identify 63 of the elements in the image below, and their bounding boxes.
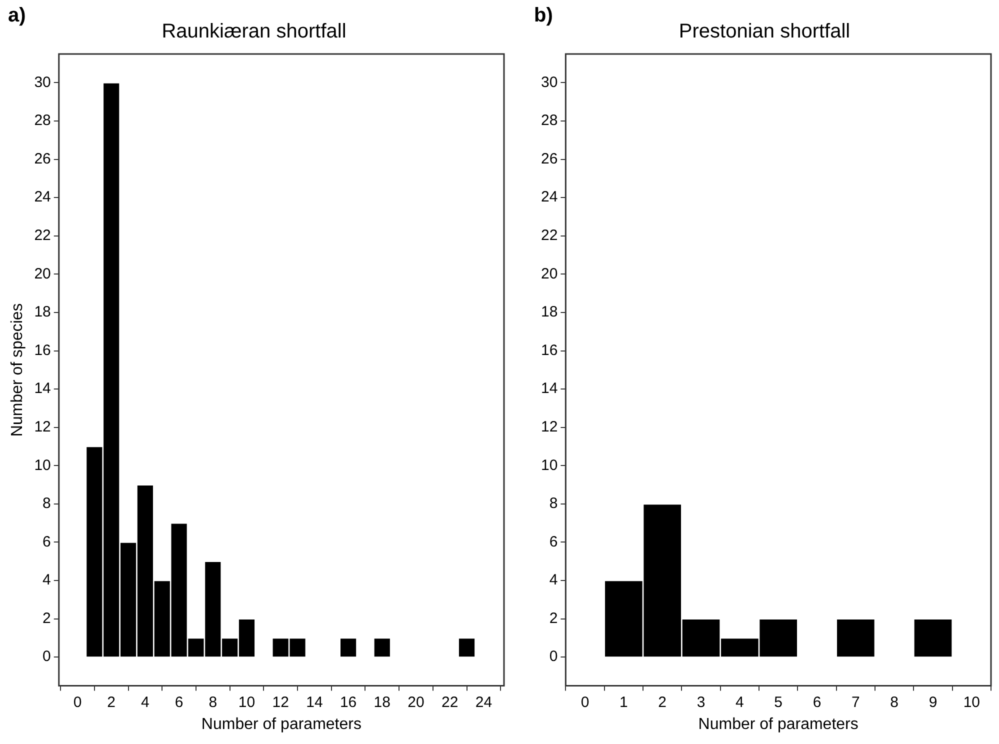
y-tick-label: 22 <box>34 227 51 244</box>
y-tick-label: 14 <box>34 380 51 398</box>
y-tick-label: 6 <box>549 533 558 550</box>
y-tick-label: 22 <box>540 227 558 244</box>
y-tick-label: 30 <box>34 74 51 91</box>
x-tick-label: 10 <box>238 694 256 711</box>
y-tick-label: 4 <box>42 572 51 589</box>
y-tick-label: 18 <box>540 304 558 321</box>
x-tick-label: 5 <box>774 694 783 711</box>
x-axis-title: Number of parameters <box>698 716 858 733</box>
y-tick-label: 20 <box>34 265 51 282</box>
x-tick-label: 7 <box>852 694 860 711</box>
chart-title: Prestonian shortfall <box>678 20 850 43</box>
y-tick-label: 16 <box>540 342 558 359</box>
x-tick-label: 24 <box>475 694 492 711</box>
x-tick-label: 22 <box>442 694 458 711</box>
y-tick-label: 12 <box>540 418 558 436</box>
text: b) <box>534 4 553 27</box>
y-tick-label: 10 <box>34 456 51 474</box>
y-tick-label: 18 <box>34 304 51 321</box>
x-tick-label: 6 <box>812 694 822 711</box>
x-tick-label: 10 <box>963 694 980 711</box>
y-tick-label: 24 <box>34 188 51 206</box>
y-tick-label: 20 <box>540 265 558 282</box>
y-tick-label: 8 <box>42 495 51 512</box>
x-tick-label: 18 <box>374 694 390 711</box>
y-tick-label: 16 <box>34 342 51 359</box>
y-axis-title: Number of species <box>9 303 26 437</box>
y-tick-label: 28 <box>34 112 51 130</box>
x-tick-label: 0 <box>580 694 590 711</box>
x-tick-label: 4 <box>736 694 744 711</box>
x-tick-label: 1 <box>620 694 628 711</box>
y-tick-label: 0 <box>549 648 558 666</box>
x-tick-label: 8 <box>890 694 899 711</box>
x-tick-label: 0 <box>73 694 82 711</box>
x-tick-label: 16 <box>340 694 357 711</box>
y-tick-label: 30 <box>540 74 558 91</box>
x-tick-label: 8 <box>208 694 218 711</box>
chart-title: Raunkiæran shortfall <box>162 20 346 43</box>
x-tick-label: 4 <box>141 694 150 711</box>
x-tick-label: 12 <box>272 694 289 711</box>
y-tick-label: 26 <box>34 150 51 168</box>
y-tick-label: 2 <box>42 610 51 627</box>
y-tick-label: 26 <box>540 150 558 168</box>
y-tick-label: 8 <box>549 495 558 512</box>
x-tick-label: 14 <box>306 694 323 711</box>
y-tick-label: 12 <box>34 418 51 436</box>
x-tick-label: 9 <box>928 694 938 711</box>
text: a) <box>8 4 26 27</box>
y-tick-label: 10 <box>540 456 558 474</box>
y-tick-label: 28 <box>540 112 558 130</box>
x-axis-title: Number of parameters <box>201 716 362 733</box>
y-tick-label: 6 <box>42 533 51 550</box>
x-tick-label: 3 <box>696 694 706 711</box>
y-tick-label: 14 <box>540 380 558 398</box>
y-tick-label: 0 <box>42 648 51 666</box>
x-tick-label: 2 <box>658 694 667 711</box>
x-tick-label: 20 <box>408 694 424 711</box>
x-tick-label: 2 <box>107 694 116 711</box>
y-tick-label: 24 <box>540 188 558 206</box>
y-tick-label: 2 <box>549 610 558 627</box>
y-tick-label: 4 <box>549 572 558 589</box>
x-tick-label: 6 <box>174 694 184 711</box>
